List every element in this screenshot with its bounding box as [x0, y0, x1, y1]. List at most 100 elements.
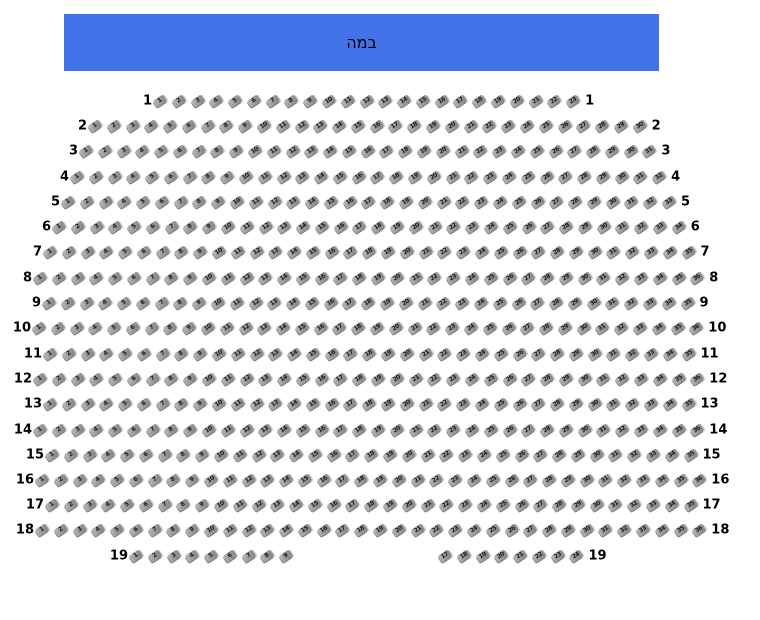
- seat[interactable]: 22: [437, 245, 452, 259]
- seat[interactable]: 34: [671, 220, 686, 234]
- seat[interactable]: 8: [192, 195, 207, 209]
- seat[interactable]: 4: [135, 144, 150, 158]
- seat[interactable]: 29: [595, 170, 611, 184]
- seat[interactable]: 21: [410, 523, 425, 537]
- seat[interactable]: 35: [683, 448, 698, 462]
- seat[interactable]: 32: [614, 271, 630, 285]
- seat[interactable]: 22: [455, 195, 470, 209]
- seat[interactable]: 13: [260, 473, 275, 487]
- seat[interactable]: 19: [475, 549, 490, 563]
- seat[interactable]: 32: [614, 372, 630, 386]
- seat[interactable]: 5: [109, 473, 125, 487]
- seat[interactable]: 1: [128, 549, 144, 563]
- seat[interactable]: 18: [352, 271, 367, 285]
- seat[interactable]: 2: [61, 245, 76, 259]
- seat[interactable]: 16: [333, 220, 348, 234]
- seat[interactable]: 6: [154, 195, 170, 209]
- seat[interactable]: 8: [183, 220, 198, 234]
- seat[interactable]: 32: [624, 347, 640, 361]
- seat[interactable]: 14: [295, 220, 311, 234]
- seat[interactable]: 20: [391, 523, 407, 537]
- seat[interactable]: 22: [437, 397, 452, 411]
- seat[interactable]: 6: [126, 372, 142, 386]
- seat[interactable]: 12: [251, 498, 266, 512]
- seat[interactable]: 16: [326, 498, 341, 512]
- seat[interactable]: 8: [163, 321, 178, 335]
- seat[interactable]: 15: [323, 195, 339, 209]
- seat[interactable]: 13: [258, 372, 273, 386]
- seat[interactable]: 26: [512, 347, 527, 361]
- seat[interactable]: 2: [63, 498, 78, 512]
- seat[interactable]: 13: [258, 423, 273, 437]
- seat[interactable]: 33: [642, 296, 658, 310]
- seat[interactable]: 32: [616, 523, 632, 537]
- seat[interactable]: 33: [633, 372, 649, 386]
- seat[interactable]: 4: [185, 549, 200, 563]
- seat[interactable]: 34: [654, 523, 669, 537]
- seat[interactable]: 18: [407, 119, 422, 133]
- seat[interactable]: 15: [350, 119, 366, 133]
- seat[interactable]: 25: [483, 271, 498, 285]
- seat[interactable]: 2: [51, 423, 66, 437]
- seat[interactable]: 7: [164, 220, 179, 234]
- seat[interactable]: 11: [230, 397, 246, 411]
- seat[interactable]: 30: [605, 195, 620, 209]
- seat[interactable]: 7: [265, 94, 280, 108]
- seat[interactable]: 35: [681, 347, 696, 361]
- seat[interactable]: 22: [437, 347, 452, 361]
- seat[interactable]: 28: [567, 195, 583, 209]
- seat[interactable]: 2: [51, 372, 66, 386]
- seat[interactable]: 5: [119, 498, 135, 512]
- seat[interactable]: 24: [492, 195, 508, 209]
- seat[interactable]: 22: [439, 448, 454, 462]
- seat[interactable]: 30: [587, 397, 602, 411]
- seat[interactable]: 1: [32, 271, 48, 285]
- seat[interactable]: 12: [239, 423, 254, 437]
- seat[interactable]: 16: [369, 119, 384, 133]
- seat[interactable]: 14: [278, 523, 294, 537]
- seat[interactable]: 6: [136, 397, 152, 411]
- seat[interactable]: 33: [643, 347, 659, 361]
- seat[interactable]: 20: [408, 220, 424, 234]
- seat[interactable]: 25: [529, 144, 544, 158]
- seat[interactable]: 33: [652, 220, 668, 234]
- seat[interactable]: 33: [633, 423, 649, 437]
- seat[interactable]: 4: [209, 94, 224, 108]
- seat[interactable]: 31: [595, 321, 610, 335]
- seat[interactable]: 19: [389, 220, 405, 234]
- seat[interactable]: 24: [464, 271, 480, 285]
- seat[interactable]: 32: [633, 220, 649, 234]
- seat[interactable]: 26: [557, 119, 572, 133]
- seat[interactable]: 31: [615, 220, 630, 234]
- seat[interactable]: 30: [614, 170, 629, 184]
- seat[interactable]: 26: [539, 170, 554, 184]
- seat[interactable]: 7: [145, 271, 160, 285]
- seat[interactable]: 26: [502, 271, 517, 285]
- seat[interactable]: 4: [98, 296, 113, 310]
- seat[interactable]: 15: [314, 220, 330, 234]
- seat[interactable]: 31: [606, 347, 621, 361]
- seat[interactable]: 6: [246, 94, 262, 108]
- seat[interactable]: 9: [182, 321, 197, 335]
- seat[interactable]: 8: [174, 347, 189, 361]
- seat[interactable]: 35: [680, 296, 695, 310]
- seat[interactable]: 18: [364, 448, 379, 462]
- seat[interactable]: 16: [314, 271, 329, 285]
- seat[interactable]: 18: [380, 195, 395, 209]
- seat[interactable]: 36: [690, 372, 705, 386]
- seat[interactable]: 2: [106, 119, 121, 133]
- seat[interactable]: 21: [408, 271, 423, 285]
- seat[interactable]: 2: [63, 448, 78, 462]
- seat[interactable]: 7: [155, 347, 170, 361]
- seat[interactable]: 23: [457, 448, 473, 462]
- seat[interactable]: 9: [192, 296, 207, 310]
- seat[interactable]: 11: [239, 220, 255, 234]
- seat[interactable]: 28: [551, 498, 567, 512]
- seat[interactable]: 21: [410, 473, 425, 487]
- seat[interactable]: 24: [501, 170, 517, 184]
- seat[interactable]: 17: [343, 347, 358, 361]
- seat[interactable]: 26: [511, 296, 526, 310]
- seat[interactable]: 10: [220, 220, 236, 234]
- seat[interactable]: 22: [427, 423, 442, 437]
- seat[interactable]: 5: [135, 195, 151, 209]
